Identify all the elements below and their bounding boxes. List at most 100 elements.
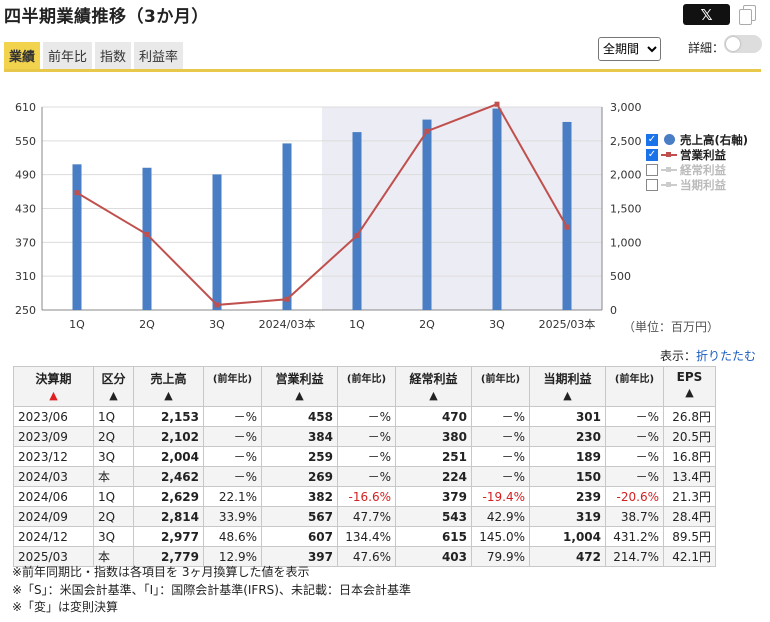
table-cell: －%	[605, 466, 664, 487]
table-cell: 2025/03	[13, 546, 94, 567]
table-cell: 1,004	[529, 526, 606, 547]
x-share-button[interactable]: 𝕏	[683, 4, 730, 25]
collapse-link[interactable]: 折りたたむ	[696, 349, 757, 363]
copy-icon[interactable]	[738, 5, 756, 25]
table-cell: 1Q	[93, 406, 134, 427]
checkbox-checked-icon[interactable]: ✓	[646, 148, 658, 161]
checkbox-unchecked-icon[interactable]	[646, 163, 658, 176]
table-cell: 543	[395, 506, 472, 527]
table-cell: 230	[529, 426, 606, 447]
right-axis-tick-label: 2,000	[610, 169, 642, 182]
right-axis-tick-label: 2,500	[610, 135, 642, 148]
detail-toggle[interactable]	[724, 35, 762, 53]
table-cell: 397	[261, 546, 338, 567]
table-cell: 2,814	[133, 506, 204, 527]
legend-item-sales[interactable]: ✓ 売上高(右軸)	[646, 132, 748, 147]
table-cell: －%	[203, 426, 262, 447]
sort-icon[interactable]: ▲	[109, 389, 118, 402]
column-header[interactable]: EPS ▲	[663, 366, 716, 407]
sort-icon[interactable]: ▲	[429, 389, 438, 402]
line-swatch-icon	[661, 180, 677, 190]
table-cell: －%	[337, 446, 396, 467]
column-header-label: 経常利益	[409, 372, 458, 386]
column-header[interactable]: (前年比)	[471, 366, 530, 407]
table-cell: －%	[337, 406, 396, 427]
table-cell: 42.9%	[471, 506, 530, 527]
table-cell: 2,153	[133, 406, 204, 427]
table-cell: -20.6%	[605, 486, 664, 507]
column-header[interactable]: 営業利益 ▲	[261, 366, 338, 407]
operating-profit-point	[214, 302, 220, 308]
table-cell: 472	[529, 546, 606, 567]
table-cell: 2,004	[133, 446, 204, 467]
legend-item-ordinary[interactable]: 経常利益	[646, 162, 748, 177]
table-cell: 21.3円	[663, 486, 716, 507]
table-cell: 301	[529, 406, 606, 427]
x-axis-tick-label: 2025/03本	[539, 317, 596, 331]
legend-item-net[interactable]: 当期利益	[646, 177, 748, 192]
footnote: ※「変」は変則決算	[12, 600, 119, 614]
table-row: 2024/03 本 2,462 －% 269 －% 224 －% 150 －% 13.4円	[13, 466, 716, 487]
legend-label: 当期利益	[680, 177, 726, 192]
x-axis-tick-label: 1Q	[69, 318, 85, 331]
operating-profit-point	[494, 101, 500, 107]
tab-results[interactable]: 業績	[4, 42, 41, 69]
sort-active-icon[interactable]: ▲	[49, 389, 58, 402]
legend-label: 売上高(右軸)	[680, 132, 749, 147]
results-table: 決算期 ▲ 区分 ▲ 売上高 ▲ (前年比) 営業利益 ▲ (前年比) 経常利益 ▲ (前年比) 当期利益…	[13, 366, 716, 567]
x-logo-icon: 𝕏	[700, 5, 713, 24]
table-cell: －%	[337, 466, 396, 487]
table-cell: 3Q	[93, 446, 134, 467]
column-header-label: 決算期	[35, 372, 72, 386]
left-axis-tick-label: 490	[15, 169, 36, 182]
sort-icon[interactable]: ▲	[295, 389, 304, 402]
table-cell: －%	[471, 426, 530, 447]
bar-swatch-icon	[661, 133, 677, 145]
sort-icon[interactable]: ▲	[685, 386, 694, 399]
operating-profit-point	[424, 128, 430, 134]
column-header[interactable]: (前年比)	[203, 366, 262, 407]
operating-profit-point	[144, 231, 150, 237]
table-cell: 47.6%	[337, 546, 396, 567]
tab-index[interactable]: 指数	[95, 42, 132, 69]
column-header[interactable]: 経常利益 ▲	[395, 366, 472, 407]
table-cell: 3Q	[93, 526, 134, 547]
column-header[interactable]: 売上高 ▲	[133, 366, 204, 407]
table-cell: 2024/12	[13, 526, 94, 547]
sales-bar	[142, 167, 152, 310]
operating-profit-point	[564, 224, 570, 230]
table-cell: －%	[471, 466, 530, 487]
period-select[interactable]: 全期間	[598, 37, 661, 61]
table-row: 2024/12 3Q 2,977 48.6% 607 134.4% 615 145.0% 1,0…	[13, 526, 716, 547]
legend-item-operating[interactable]: ✓ 営業利益	[646, 147, 748, 162]
table-cell: 382	[261, 486, 338, 507]
table-row: 2024/09 2Q 2,814 33.9% 567 47.7% 543 42.9% 319 38…	[13, 506, 716, 527]
table-cell: 384	[261, 426, 338, 447]
tab-margin[interactable]: 利益率	[134, 42, 184, 69]
sales-bar	[72, 164, 82, 310]
column-header[interactable]: (前年比)	[337, 366, 396, 407]
table-cell: 189	[529, 446, 606, 467]
checkbox-checked-icon[interactable]: ✓	[646, 133, 658, 146]
table-row: 2025/03 本 2,779 12.9% 397 47.6% 403 79.9% 472 214…	[13, 546, 716, 567]
right-axis-tick-label: 500	[610, 270, 631, 283]
footnote: ※「S」：米国会計基準、「I」：国際会計基準(IFRS)、未記載：日本会計基準	[12, 582, 411, 597]
legend-label: 経常利益	[680, 162, 726, 177]
tab-yoy[interactable]: 前年比	[43, 42, 93, 69]
column-header-label: (前年比)	[346, 374, 387, 385]
table-cell: －%	[605, 426, 664, 447]
table-cell: 150	[529, 466, 606, 487]
column-header[interactable]: 区分 ▲	[93, 366, 134, 407]
table-cell: 89.5円	[663, 526, 716, 547]
sales-bar	[352, 132, 362, 310]
column-header[interactable]: 当期利益 ▲	[529, 366, 606, 407]
column-header[interactable]: (前年比)	[605, 366, 664, 407]
sort-icon[interactable]: ▲	[563, 389, 572, 402]
table-cell: 567	[261, 506, 338, 527]
table-cell: 20.5円	[663, 426, 716, 447]
column-header[interactable]: 決算期 ▲	[13, 366, 94, 407]
page-title: 四半期業績推移（3か月）	[4, 7, 209, 27]
table-cell: 403	[395, 546, 472, 567]
sort-icon[interactable]: ▲	[164, 389, 173, 402]
checkbox-unchecked-icon[interactable]	[646, 178, 658, 191]
